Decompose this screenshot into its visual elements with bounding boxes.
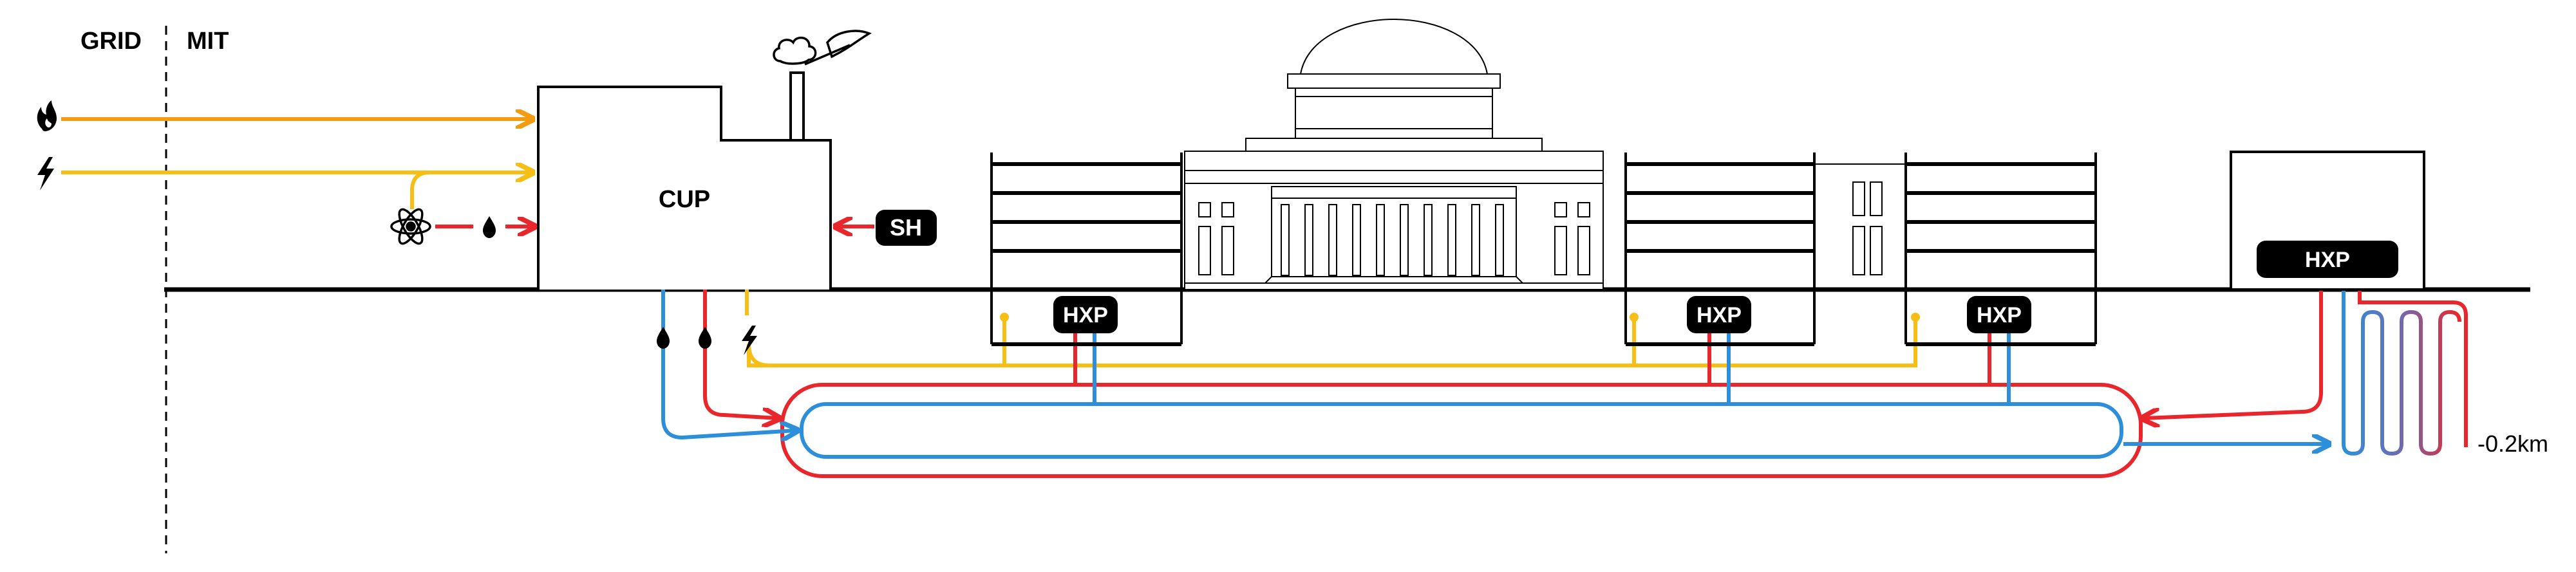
building-right (1904, 152, 2097, 346)
chilled-water-loop (800, 402, 2123, 459)
hxp-label-2: HXP (1697, 303, 1742, 328)
hxp-label-1: HXP (1063, 303, 1108, 328)
smokestack (789, 71, 805, 142)
electric-node-3 (1911, 313, 1920, 322)
hxp-tag-1: HXP (1053, 296, 1118, 333)
electric-feed-curve (747, 344, 770, 367)
geo-hot-return-line (2144, 270, 2323, 418)
atom-icon (390, 208, 431, 245)
lightning-icon (37, 157, 54, 190)
cup-hot-supply-line (703, 290, 778, 418)
chilled-water-drop-icon (657, 327, 670, 349)
steam-cloud-icon (773, 36, 817, 65)
outflow-lightning-icon (742, 326, 757, 355)
geo-hot-riser (2358, 270, 2468, 447)
dome-building (1184, 18, 1604, 290)
hxp-label-3: HXP (1977, 303, 2022, 328)
water-drop-icon (483, 216, 496, 238)
nuclear-electric-branch (410, 171, 431, 209)
dome-columns (1281, 204, 1504, 276)
link-building (1814, 163, 1906, 290)
geothermal-well-field (2342, 309, 2461, 456)
sh-label: SH (890, 214, 922, 241)
cup-cold-supply-line (661, 290, 796, 438)
hot-water-loop (780, 383, 2143, 478)
electric-feeder-line (747, 344, 1636, 367)
cup-building (537, 86, 832, 290)
hxp-tag-3: HXP (1967, 296, 2031, 333)
grid-label: GRID (80, 28, 142, 55)
electric-node-1 (1000, 313, 1009, 322)
hxp-tag-2: HXP (1687, 296, 1751, 333)
flame-icon (37, 100, 57, 131)
sh-tag (876, 210, 937, 246)
electric-drop-3 (1634, 318, 1917, 367)
depth-label: -0.2km (2477, 430, 2548, 457)
steam-plume (804, 30, 872, 66)
building-left (990, 152, 1183, 346)
hxp-label-geo: HXP (2305, 248, 2350, 272)
cup-label: CUP (659, 186, 710, 213)
dome-windows (1198, 202, 1590, 275)
electric-node-2 (1630, 313, 1639, 322)
hxp-tag-geo: HXP (2257, 241, 2398, 278)
mit-label: MIT (187, 28, 229, 55)
hot-water-drop-icon (699, 327, 711, 349)
